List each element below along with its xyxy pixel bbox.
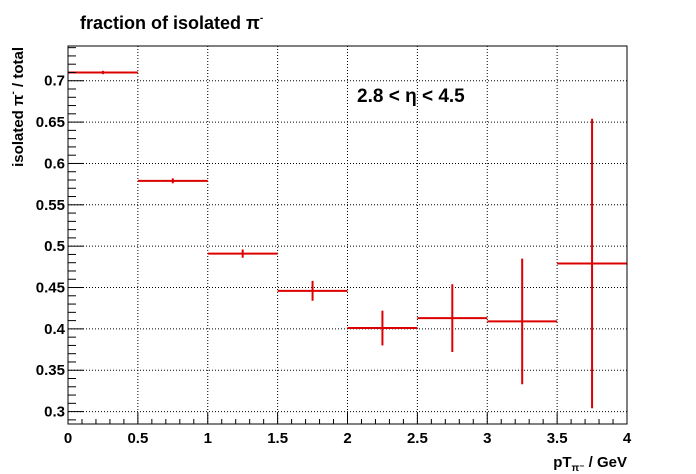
y-tick-label: 0.7 xyxy=(44,73,65,90)
y-tick-label: 0.65 xyxy=(36,114,65,131)
axes: 0 0.5 1 1.5 2 2.5 3 3.5 4 0.3 0.35 0.4 0.45 0.5 0.55 0.… xyxy=(36,47,632,447)
x-axis-label: pTπ⁻ / GeV xyxy=(553,454,627,474)
x-tick-label: 3.5 xyxy=(547,430,568,447)
annotation: 2.8 < η < 4.5 xyxy=(357,86,465,107)
y-tick-label: 0.55 xyxy=(36,197,65,214)
data-point xyxy=(68,70,138,75)
data-point xyxy=(347,310,418,346)
x-tick-label: 4 xyxy=(623,430,632,447)
data-point xyxy=(487,258,558,385)
y-axis-label: isolated π- / total xyxy=(8,47,27,167)
data-points xyxy=(68,70,627,409)
chart-title: fraction of isolated π- xyxy=(80,13,263,33)
x-tick-label: 3 xyxy=(483,430,491,447)
data-point xyxy=(207,249,278,258)
grid xyxy=(68,46,627,424)
y-tick-label: 0.6 xyxy=(44,155,65,172)
y-tick-label: 0.45 xyxy=(36,280,65,297)
y-tick-label: 0.4 xyxy=(44,321,66,338)
x-tick-label: 1.5 xyxy=(267,430,288,447)
data-point xyxy=(417,284,488,353)
y-tick-label: 0.5 xyxy=(44,238,65,255)
x-tick-label: 0.5 xyxy=(127,430,148,447)
y-tick-label: 0.35 xyxy=(36,362,65,379)
y-tick-label: 0.3 xyxy=(44,404,65,421)
data-point xyxy=(137,178,208,184)
x-tick-label: 1 xyxy=(204,430,212,447)
data-point xyxy=(277,280,348,301)
x-tick-label: 2.5 xyxy=(407,430,428,447)
data-point xyxy=(557,118,627,409)
x-tick-label: 0 xyxy=(64,430,72,447)
x-tick-label: 2 xyxy=(343,430,351,447)
